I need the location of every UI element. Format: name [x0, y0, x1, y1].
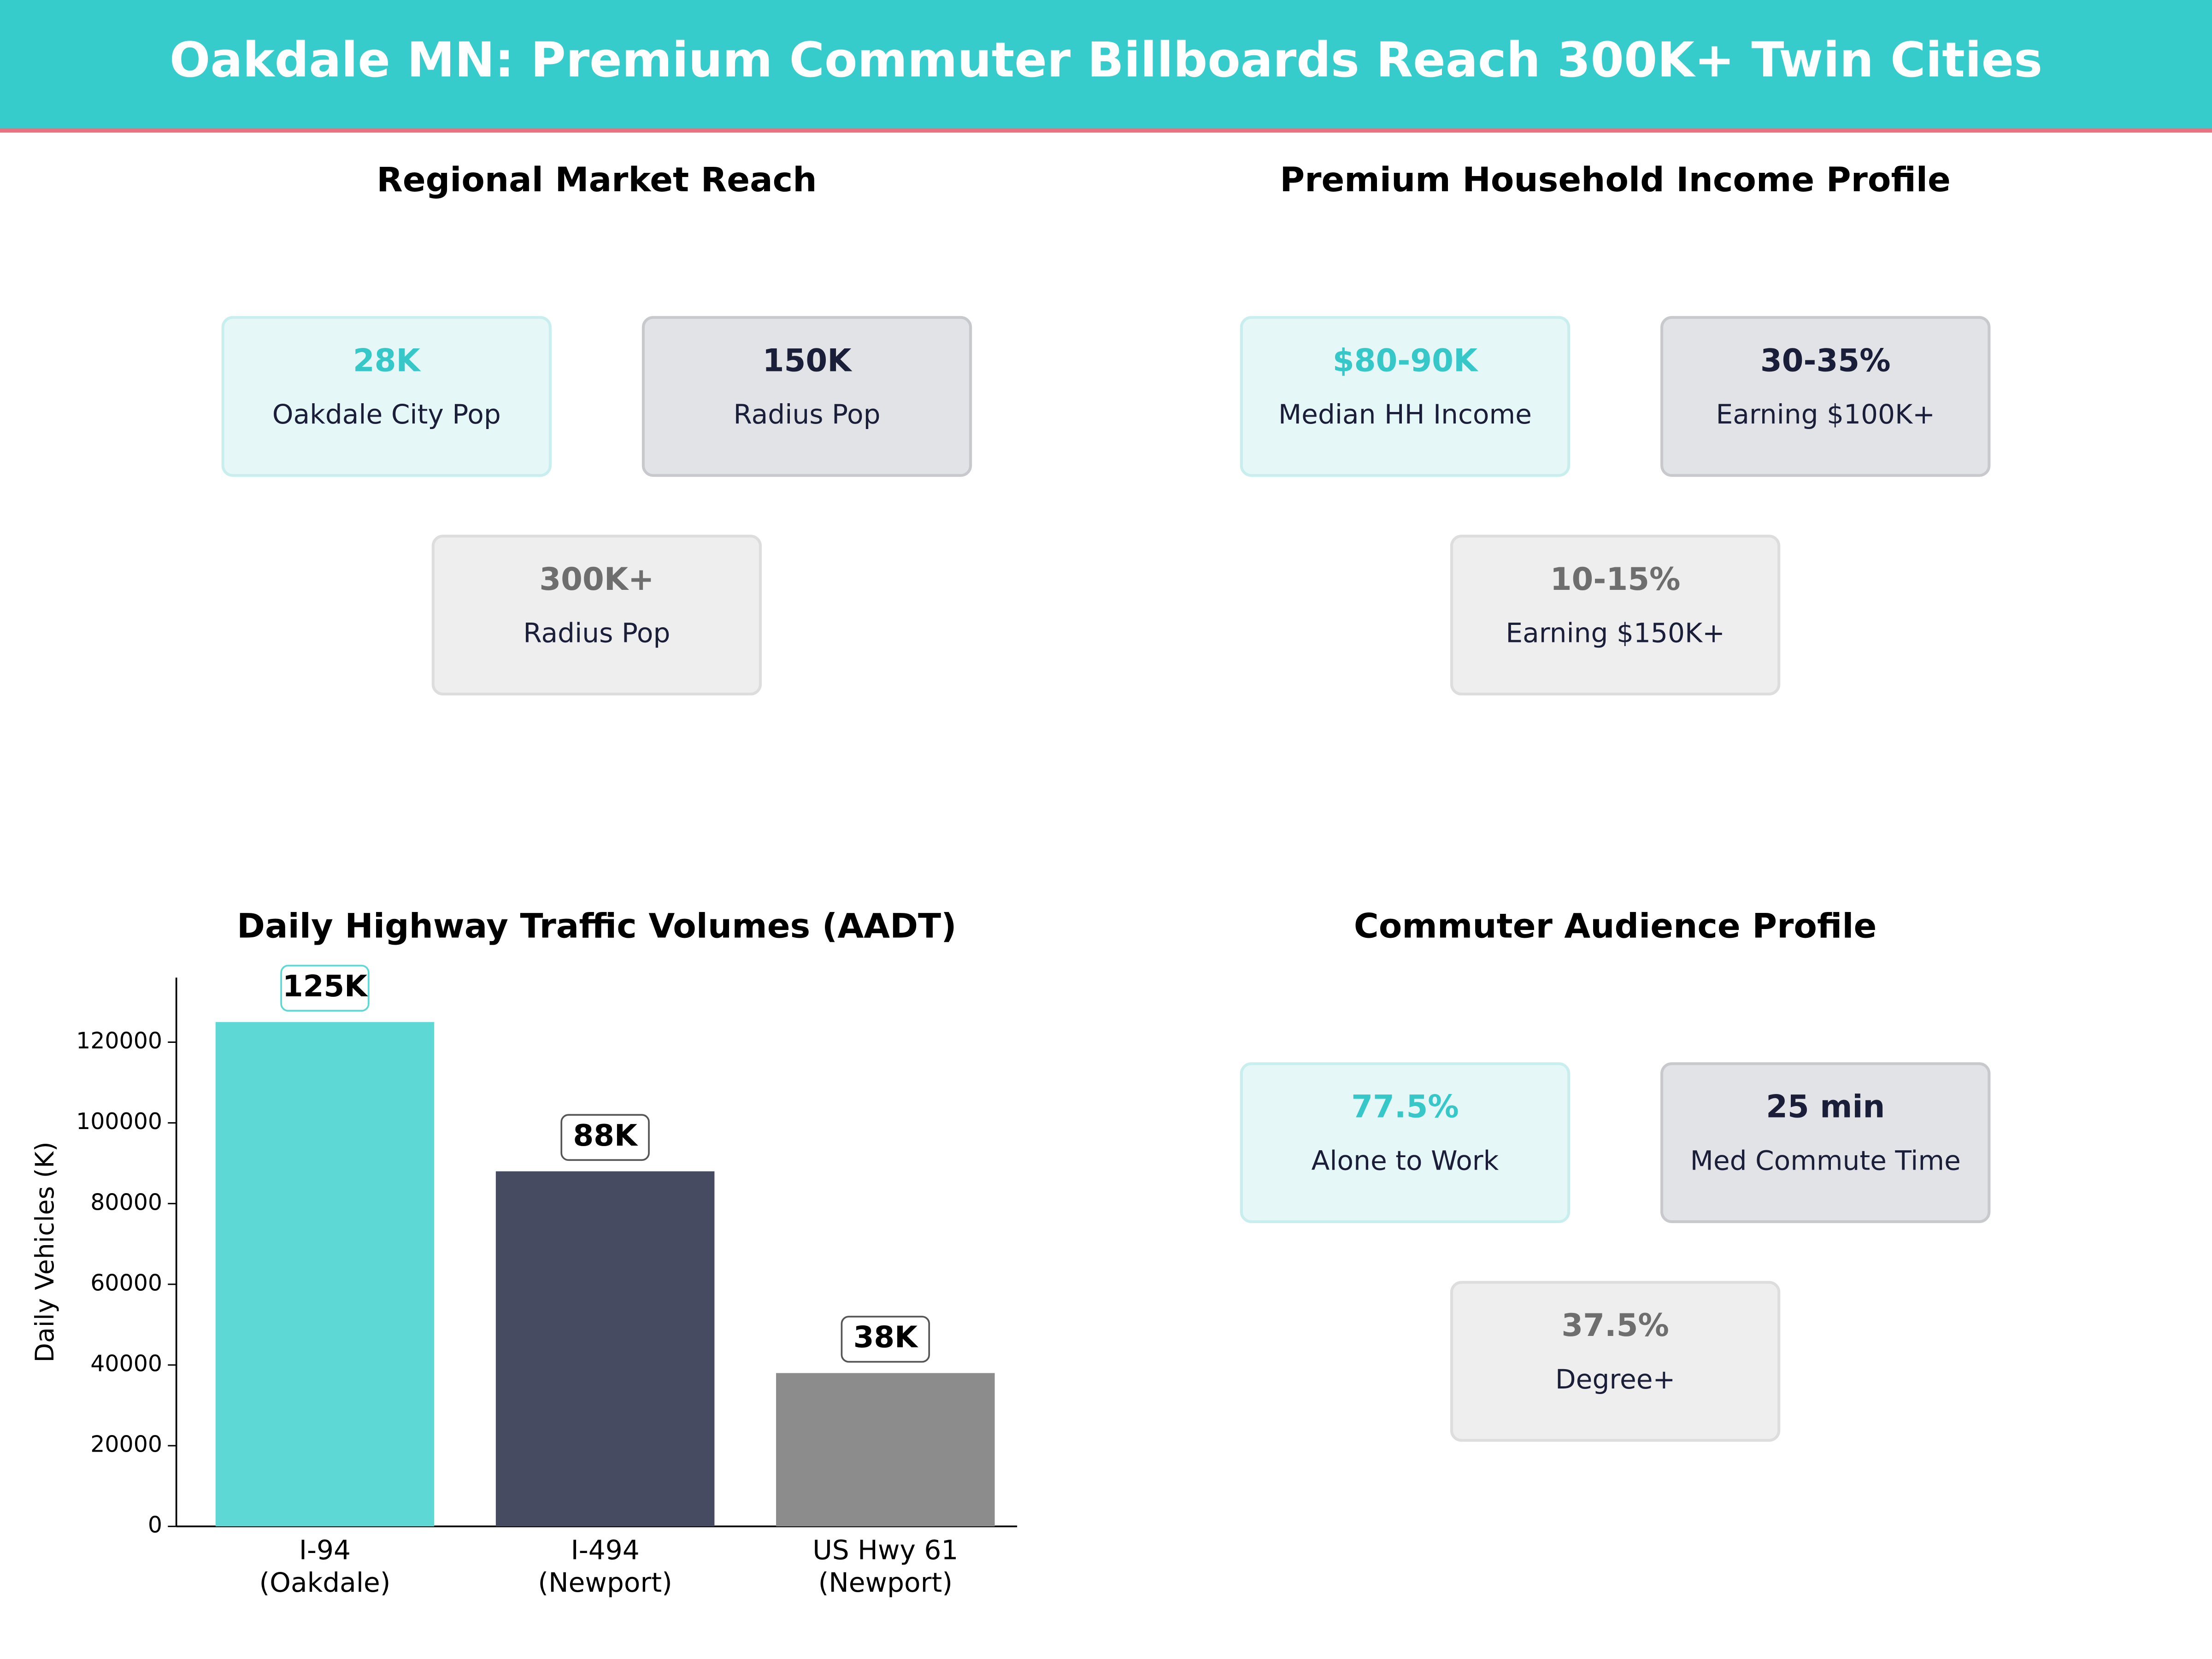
y-tick-label: 20000 — [90, 1431, 162, 1458]
bar — [495, 1171, 715, 1527]
value-label-box — [841, 1316, 930, 1363]
x-tick-label: I-94 — [299, 1534, 351, 1565]
card-label: Earning $100K+ — [1716, 399, 1935, 430]
panel-title: Commuter Audience Profile — [1354, 906, 1877, 946]
card-label: Radius Pop — [734, 399, 881, 430]
kpi-card: 10-15% Earning $150K+ — [1450, 535, 1781, 696]
header-band — [0, 0, 2212, 130]
panel-title: Premium Household Income Profile — [1280, 160, 1950, 200]
x-tick-label: I-494 — [571, 1534, 640, 1565]
x-tick-label: US Hwy 61 — [812, 1534, 958, 1565]
card-label: Med Commute Time — [1690, 1145, 1961, 1177]
card-value: 37.5% — [1561, 1307, 1669, 1343]
x-tick-label: (Newport) — [538, 1567, 672, 1598]
card-box — [1450, 1281, 1781, 1442]
card-value: 28K — [353, 342, 422, 378]
card-label: Degree+ — [1555, 1364, 1675, 1395]
kpi-card: 300K+ Radius Pop — [431, 535, 762, 696]
kpi-card: 28K Oakdale City Pop — [221, 316, 552, 477]
card-value: 30-35% — [1760, 342, 1891, 378]
chart-title: Daily Highway Traffic Volumes (AADT) — [237, 906, 957, 946]
y-tick-label: 60000 — [90, 1270, 162, 1296]
kpi-card: 37.5% Degree+ — [1450, 1281, 1781, 1442]
card-box — [1240, 1062, 1571, 1224]
kpi-card: 30-35% Earning $100K+ — [1660, 316, 1991, 477]
card-label: Radius Pop — [523, 618, 670, 649]
card-box — [1450, 535, 1781, 696]
value-label-box — [280, 965, 370, 1012]
header-rule — [0, 128, 2212, 133]
kpi-card: 77.5% Alone to Work — [1240, 1062, 1571, 1224]
card-value: $80-90K — [1333, 342, 1479, 378]
y-axis-label: Daily Vehicles (K) — [30, 1141, 59, 1362]
kpi-card: $80-90K Median HH Income — [1240, 316, 1571, 477]
panel-title: Regional Market Reach — [377, 160, 817, 200]
card-box — [641, 316, 972, 477]
value-label: 38K — [853, 1320, 918, 1355]
y-tick-label: 100000 — [76, 1108, 162, 1135]
card-value: 10-15% — [1550, 561, 1681, 597]
kpi-card: 25 min Med Commute Time — [1660, 1062, 1991, 1224]
card-value: 77.5% — [1351, 1088, 1459, 1125]
card-box — [1660, 1062, 1991, 1224]
x-tick-label: (Newport) — [818, 1567, 953, 1598]
kpi-card: 150K Radius Pop — [641, 316, 972, 477]
value-label-box — [560, 1114, 650, 1161]
bar — [215, 1022, 435, 1527]
value-label: 88K — [573, 1118, 638, 1153]
card-value: 150K — [763, 342, 853, 378]
y-tick-label: 120000 — [76, 1028, 162, 1054]
card-box — [431, 535, 762, 696]
card-label: Oakdale City Pop — [272, 399, 501, 430]
value-label: 125K — [282, 969, 368, 1004]
card-label: Median HH Income — [1278, 399, 1532, 430]
bar — [776, 1373, 995, 1527]
y-tick-label: 40000 — [90, 1351, 162, 1377]
card-value: 300K+ — [539, 561, 654, 597]
page-title: Oakdale MN: Premium Commuter Billboards … — [170, 32, 2042, 88]
card-label: Alone to Work — [1312, 1145, 1499, 1177]
card-box — [221, 316, 552, 477]
card-box — [1240, 316, 1571, 477]
card-box — [1660, 316, 1991, 477]
x-tick-label: (Oakdale) — [259, 1567, 390, 1598]
card-value: 25 min — [1766, 1088, 1885, 1125]
y-tick-label: 0 — [148, 1512, 162, 1538]
y-tick-label: 80000 — [90, 1189, 162, 1215]
card-label: Earning $150K+ — [1506, 618, 1724, 649]
